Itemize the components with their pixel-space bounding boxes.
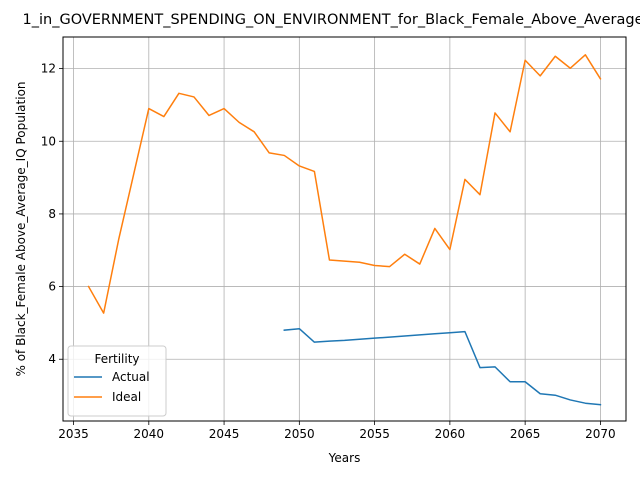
x-tick-label: 2050 — [284, 427, 315, 441]
y-tick-label: 12 — [41, 62, 56, 76]
x-tick-label: 2070 — [585, 427, 616, 441]
x-tick-label: 2060 — [435, 427, 466, 441]
y-tick-label: 6 — [48, 280, 56, 294]
legend-box — [67, 345, 167, 417]
legend-label: Actual — [112, 370, 150, 384]
chart-title: 1_in_GOVERNMENT_SPENDING_ON_ENVIRONMENT_… — [23, 12, 640, 28]
series-lines — [87, 54, 602, 406]
y-tick-label: 4 — [48, 352, 56, 366]
legend-item-ideal: Ideal — [74, 390, 141, 404]
y-axis-ticks: 4 6 8 10 12 — [41, 62, 63, 366]
x-tick-label: 2065 — [510, 427, 541, 441]
plot-frame — [62, 36, 627, 422]
x-tick-label: 2055 — [359, 427, 390, 441]
x-axis-label: Years — [328, 451, 361, 465]
x-tick-label: 2040 — [134, 427, 165, 441]
x-tick-label: 2035 — [58, 427, 89, 441]
series-line-actual — [283, 327, 602, 406]
legend-item-actual: Actual — [74, 370, 150, 384]
x-tick-label: 2045 — [209, 427, 240, 441]
x-axis-ticks: 2035 2040 2045 2050 2055 2060 2065 2070 — [58, 421, 616, 441]
legend-label: Ideal — [112, 390, 141, 404]
y-axis-label: % of Black_Female Above_Average_IQ Popul… — [14, 81, 28, 376]
series-line-ideal — [87, 54, 602, 314]
legend: Fertility Actual Ideal — [67, 345, 167, 417]
y-tick-label: 8 — [48, 207, 56, 221]
legend-items: Actual Ideal — [74, 370, 150, 404]
y-tick-label: 10 — [41, 134, 56, 148]
legend-title: Fertility — [94, 352, 139, 366]
